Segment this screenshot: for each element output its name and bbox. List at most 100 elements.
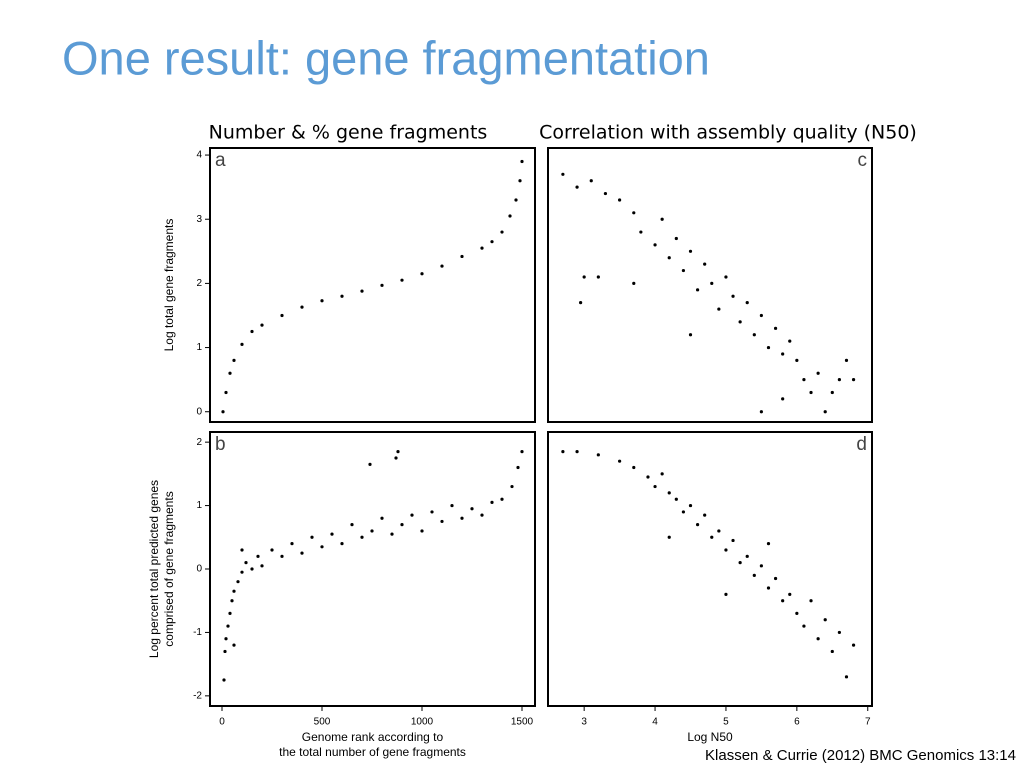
- point: [520, 159, 524, 164]
- point: [320, 299, 324, 303]
- y-tick-label: 0: [196, 564, 202, 575]
- point: [759, 564, 764, 568]
- point: [340, 294, 344, 298]
- point: [639, 230, 643, 234]
- point: [228, 611, 232, 615]
- point: [667, 535, 671, 539]
- point: [390, 532, 394, 536]
- y-tick-label: 2: [196, 278, 202, 289]
- point: [575, 450, 579, 454]
- point: [460, 254, 464, 259]
- point: [224, 637, 228, 641]
- point: [240, 570, 244, 574]
- point: [236, 580, 240, 584]
- point: [360, 535, 364, 539]
- point: [851, 378, 856, 382]
- column-header: Number & % gene fragments: [209, 122, 488, 144]
- point: [510, 484, 514, 489]
- point: [724, 592, 728, 596]
- point: [396, 450, 400, 454]
- point: [773, 326, 778, 330]
- x-tick-label: 1000: [411, 717, 434, 728]
- panel-frame: [209, 431, 536, 707]
- point: [250, 567, 254, 571]
- point: [360, 289, 364, 293]
- point: [370, 529, 374, 533]
- y-axis-label: Log percent total predicted genes: [147, 480, 161, 658]
- point: [816, 371, 820, 375]
- point: [688, 503, 693, 508]
- x-tick-label: 4: [652, 717, 658, 728]
- y-axis-label: comprised of gene fragments: [162, 491, 176, 646]
- x-axis-label: the total number of gene fragments: [279, 745, 466, 759]
- point: [480, 513, 484, 517]
- point: [837, 630, 841, 635]
- point: [830, 649, 834, 654]
- point: [653, 243, 657, 247]
- point: [695, 288, 700, 292]
- y-tick-label: -1: [193, 627, 202, 638]
- point: [681, 510, 686, 514]
- point: [766, 542, 771, 546]
- point: [420, 529, 424, 533]
- point: [470, 507, 474, 511]
- point: [232, 643, 236, 647]
- y-tick-label: 1: [196, 342, 202, 353]
- point: [380, 516, 384, 520]
- y-tick-label: 1: [196, 500, 202, 511]
- point: [508, 214, 512, 218]
- point: [290, 542, 294, 546]
- point: [703, 513, 707, 517]
- point: [745, 554, 749, 558]
- point: [724, 275, 728, 279]
- point: [752, 333, 756, 337]
- x-tick-label: 7: [865, 717, 871, 728]
- point: [618, 459, 622, 463]
- point: [695, 523, 700, 527]
- x-tick-label: 5: [723, 717, 729, 728]
- slide-title: One result: gene fragmentation: [62, 31, 710, 84]
- point: [837, 378, 841, 382]
- y-tick-label: 0: [196, 406, 202, 417]
- point: [221, 410, 225, 414]
- point: [244, 561, 248, 565]
- y-tick-label: 4: [196, 150, 202, 161]
- point: [518, 179, 522, 183]
- point: [830, 390, 834, 395]
- point: [240, 342, 244, 346]
- point: [823, 618, 827, 622]
- point: [773, 576, 778, 581]
- point: [330, 532, 334, 536]
- point: [394, 456, 398, 460]
- point: [809, 599, 813, 603]
- point: [561, 450, 565, 454]
- point: [759, 313, 764, 318]
- point: [300, 305, 304, 309]
- point: [490, 240, 494, 244]
- point: [410, 513, 414, 517]
- point: [788, 592, 792, 596]
- point: [380, 283, 384, 287]
- point: [500, 230, 504, 234]
- point: [688, 249, 693, 253]
- point: [667, 491, 671, 495]
- point: [731, 294, 735, 298]
- point: [653, 484, 657, 489]
- point: [745, 301, 749, 305]
- point: [752, 573, 756, 577]
- point: [851, 643, 856, 647]
- point: [226, 624, 230, 628]
- point: [400, 278, 404, 282]
- point: [731, 538, 735, 543]
- point: [579, 301, 583, 305]
- point: [766, 345, 771, 350]
- point: [788, 339, 792, 343]
- point: [603, 191, 608, 196]
- point: [310, 535, 314, 539]
- point: [430, 510, 434, 514]
- panel-label: a: [215, 150, 226, 171]
- point: [596, 453, 600, 457]
- point: [781, 352, 785, 356]
- panel-label: b: [215, 434, 226, 455]
